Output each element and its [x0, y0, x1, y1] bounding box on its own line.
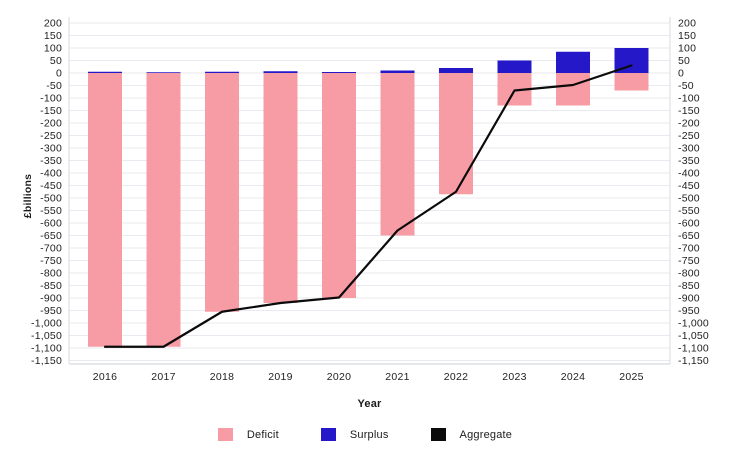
svg-text:2025: 2025 — [619, 371, 644, 383]
svg-text:-300: -300 — [678, 143, 700, 155]
svg-text:-300: -300 — [40, 143, 62, 155]
svg-text:200: 200 — [678, 18, 696, 30]
svg-text:2024: 2024 — [561, 371, 586, 383]
svg-text:-400: -400 — [678, 168, 700, 180]
svg-text:200: 200 — [44, 18, 62, 30]
svg-text:-100: -100 — [40, 93, 62, 105]
svg-text:-500: -500 — [678, 193, 700, 205]
svg-text:-1,100: -1,100 — [678, 343, 709, 355]
deficit-swatch — [217, 428, 233, 441]
legend-item-deficit: Deficit — [217, 428, 279, 441]
svg-text:-1,050: -1,050 — [31, 330, 62, 342]
svg-text:-500: -500 — [40, 193, 62, 205]
svg-text:-650: -650 — [678, 230, 700, 242]
svg-text:-850: -850 — [678, 280, 700, 292]
svg-text:-350: -350 — [678, 155, 700, 167]
svg-text:2020: 2020 — [327, 371, 352, 383]
svg-text:-250: -250 — [678, 130, 700, 142]
legend-label-surplus: Surplus — [349, 428, 389, 441]
svg-text:-700: -700 — [678, 243, 700, 255]
svg-text:2021: 2021 — [385, 371, 410, 383]
svg-text:-900: -900 — [678, 293, 700, 305]
svg-text:-600: -600 — [678, 218, 700, 230]
legend-label-aggregate: Aggregate — [459, 428, 513, 441]
legend-item-aggregate: Aggregate — [430, 428, 513, 441]
svg-text:-1,100: -1,100 — [31, 343, 62, 355]
svg-text:2023: 2023 — [502, 371, 527, 383]
svg-text:-1,150: -1,150 — [31, 355, 62, 367]
svg-text:50: 50 — [50, 55, 62, 67]
svg-text:-350: -350 — [40, 155, 62, 167]
svg-text:-50: -50 — [678, 80, 694, 92]
svg-text:-700: -700 — [40, 243, 62, 255]
legend-label-deficit: Deficit — [246, 428, 279, 441]
svg-text:-450: -450 — [678, 180, 700, 192]
svg-text:-400: -400 — [40, 168, 62, 180]
svg-text:0: 0 — [56, 68, 62, 80]
svg-text:-850: -850 — [40, 280, 62, 292]
svg-text:-800: -800 — [678, 268, 700, 280]
svg-text:-650: -650 — [40, 230, 62, 242]
y-axis-title: £billions — [22, 173, 35, 219]
svg-text:-200: -200 — [40, 118, 62, 130]
legend-item-surplus: Surplus — [320, 428, 389, 441]
aggregate-swatch — [430, 428, 446, 441]
svg-text:100: 100 — [44, 43, 62, 55]
svg-text:50: 50 — [678, 55, 690, 67]
svg-text:-150: -150 — [678, 105, 700, 117]
svg-text:-1,050: -1,050 — [678, 330, 709, 342]
svg-text:-1,000: -1,000 — [678, 318, 709, 330]
svg-text:-150: -150 — [40, 105, 62, 117]
svg-text:-750: -750 — [678, 255, 700, 267]
svg-text:2017: 2017 — [151, 371, 176, 383]
svg-text:-450: -450 — [40, 180, 62, 192]
svg-text:-200: -200 — [678, 118, 700, 130]
svg-text:-1,000: -1,000 — [31, 318, 62, 330]
svg-text:150: 150 — [678, 30, 696, 42]
x-axis-title: Year — [357, 398, 382, 410]
svg-text:100: 100 — [678, 43, 696, 55]
svg-text:-900: -900 — [40, 293, 62, 305]
svg-text:-600: -600 — [40, 218, 62, 230]
svg-text:-550: -550 — [678, 205, 700, 217]
svg-text:2019: 2019 — [268, 371, 293, 383]
legend: Deficit Surplus Aggregate — [0, 428, 730, 441]
svg-text:0: 0 — [678, 68, 684, 80]
svg-text:2018: 2018 — [210, 371, 235, 383]
svg-text:-800: -800 — [40, 268, 62, 280]
svg-text:-550: -550 — [40, 205, 62, 217]
svg-text:-50: -50 — [46, 80, 62, 92]
svg-text:2022: 2022 — [444, 371, 469, 383]
svg-text:2016: 2016 — [93, 371, 118, 383]
svg-text:-100: -100 — [678, 93, 700, 105]
surplus-swatch — [320, 428, 336, 441]
svg-text:150: 150 — [44, 30, 62, 42]
svg-text:-950: -950 — [678, 305, 700, 317]
svg-text:-1,150: -1,150 — [678, 355, 709, 367]
svg-text:-250: -250 — [40, 130, 62, 142]
svg-text:-750: -750 — [40, 255, 62, 267]
svg-text:-950: -950 — [40, 305, 62, 317]
